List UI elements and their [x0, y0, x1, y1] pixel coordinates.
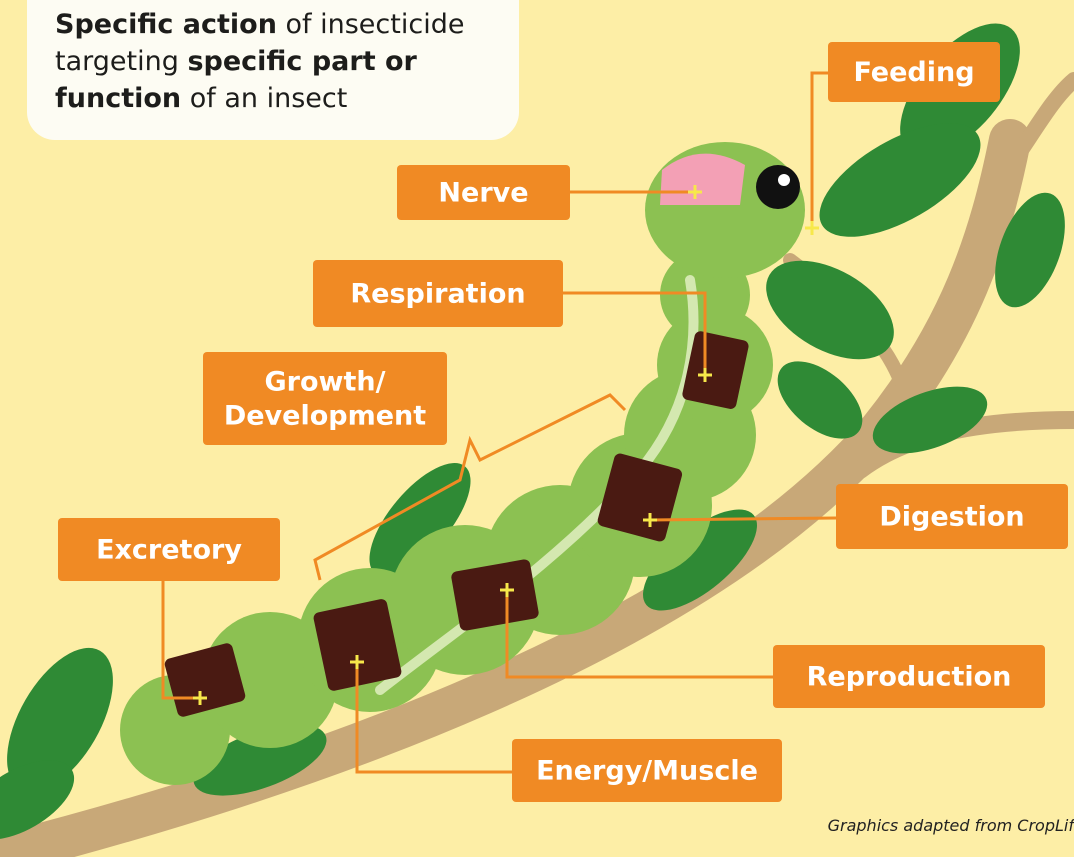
label-text: Feeding — [853, 57, 974, 88]
label-text: Growth/ — [265, 367, 386, 398]
title: Specific action of insecticide targeting… — [27, 0, 519, 140]
label-text: Respiration — [350, 279, 525, 310]
title-segment: Specific action — [55, 9, 277, 40]
label-text: Energy/Muscle — [536, 756, 758, 787]
diagram: Feeding Nerve Respiration Growth/Developmen… — [0, 0, 1074, 857]
label-text: Development — [224, 401, 426, 432]
label-text: Nerve — [438, 178, 528, 209]
label-text: Digestion — [879, 502, 1024, 533]
credit: Graphics adapted from CropLif — [828, 816, 1074, 835]
label-text: Excretory — [96, 535, 242, 566]
label-text: Reproduction — [807, 662, 1012, 693]
title-segment: of an insect — [190, 83, 348, 114]
